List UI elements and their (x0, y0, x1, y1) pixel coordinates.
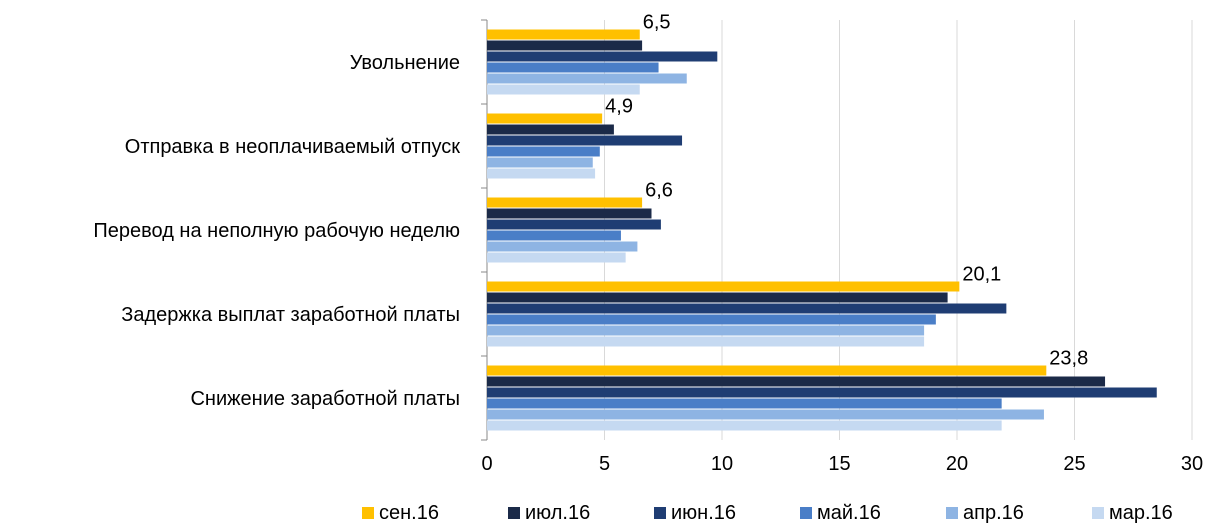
x-tick-label: 10 (711, 453, 733, 475)
data-label: 6,6 (645, 180, 673, 202)
bar (487, 409, 1044, 420)
data-label: 6,5 (643, 12, 671, 34)
x-tick-label: 30 (1181, 453, 1203, 475)
bar (487, 197, 643, 208)
legend-label: сен.16 (379, 502, 439, 524)
bar (487, 387, 1157, 398)
bar (487, 51, 718, 62)
data-label: 23,8 (1049, 348, 1088, 370)
legend-swatch (800, 507, 812, 519)
bar (487, 146, 600, 157)
x-tick-label: 25 (1063, 453, 1085, 475)
bar (487, 73, 687, 84)
legend-swatch (508, 507, 520, 519)
bar (487, 124, 614, 135)
x-tick-label: 15 (828, 453, 850, 475)
data-label: 20,1 (962, 264, 1001, 286)
bar (487, 281, 960, 292)
bar (487, 62, 659, 73)
x-tick-label: 5 (599, 453, 610, 475)
bar (487, 84, 640, 95)
bar (487, 336, 925, 347)
bar (487, 376, 1106, 387)
bar (487, 314, 936, 325)
x-tick-label: 20 (946, 453, 968, 475)
legend-swatch (654, 507, 666, 519)
bar (487, 29, 640, 40)
category-label: Увольнение (350, 52, 460, 74)
data-label: 4,9 (605, 96, 633, 118)
bar (487, 230, 621, 241)
bar (487, 325, 925, 336)
bar (487, 168, 596, 179)
bar (487, 157, 593, 168)
bar (487, 113, 603, 124)
bar (487, 398, 1002, 409)
legend-swatch (1092, 507, 1104, 519)
bar (487, 208, 652, 219)
bar (487, 241, 638, 252)
bar (487, 365, 1047, 376)
bar (487, 420, 1002, 431)
legend-label: май.16 (817, 502, 881, 524)
bar (487, 303, 1007, 314)
category-label: Снижение заработной платы (190, 388, 460, 410)
legend-label: мар.16 (1109, 502, 1173, 524)
category-label: Задержка выплат заработной платы (121, 304, 460, 326)
bar (487, 292, 948, 303)
bar (487, 252, 626, 263)
bar (487, 40, 643, 51)
legend-label: июн.16 (671, 502, 736, 524)
category-label: Отправка в неоплачиваемый отпуск (125, 136, 460, 158)
legend-swatch (362, 507, 374, 519)
x-tick-label: 0 (481, 453, 492, 475)
bar (487, 219, 661, 230)
legend-label: апр.16 (963, 502, 1024, 524)
bar (487, 135, 683, 146)
legend-swatch (946, 507, 958, 519)
category-label: Перевод на неполную рабочую неделю (93, 220, 460, 242)
legend-label: июл.16 (525, 502, 590, 524)
